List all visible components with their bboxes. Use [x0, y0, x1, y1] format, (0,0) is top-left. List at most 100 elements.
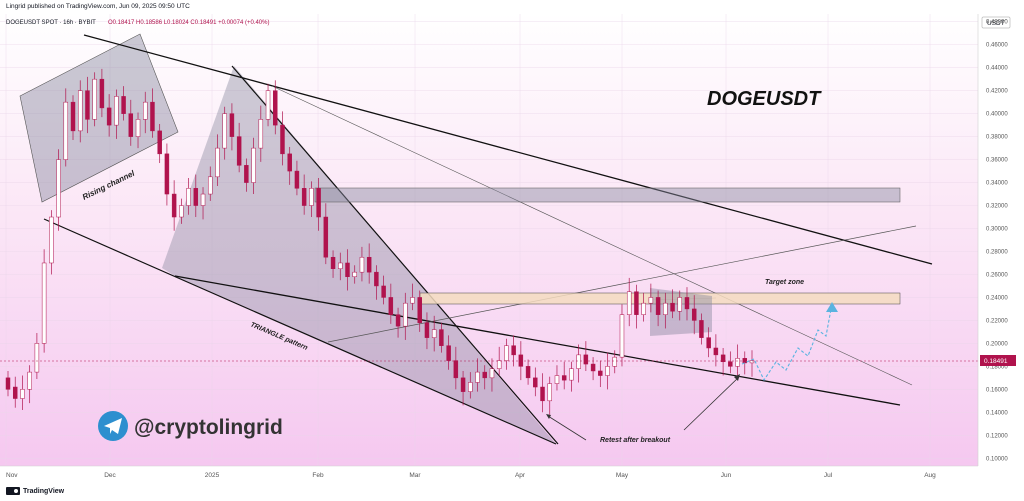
x-tick-label: Feb	[312, 472, 324, 479]
candle-body	[561, 375, 567, 381]
candle-body	[251, 147, 256, 183]
y-tick-label: 0.18000	[986, 364, 1008, 370]
candle-body	[309, 188, 314, 206]
retest-arrow	[683, 375, 741, 431]
candle-body	[446, 345, 451, 361]
candle-body	[359, 256, 365, 273]
symbol-line: DOGEUSDT SPOT · 16h · BYBIT	[6, 20, 96, 26]
candle-body	[720, 354, 726, 363]
candle-body	[338, 262, 343, 269]
candle-body	[735, 358, 740, 367]
candle-body	[114, 96, 119, 126]
y-tick-label: 0.22000	[986, 318, 1008, 324]
candle-body	[612, 356, 617, 367]
candle-body	[648, 297, 654, 304]
y-tick-label: 0.12000	[986, 433, 1008, 439]
candle-body	[106, 107, 112, 126]
candle-body	[569, 368, 574, 381]
tradingview-logo-icon	[6, 487, 20, 495]
candle-body	[49, 216, 54, 264]
telegram-plane-glyph	[104, 418, 122, 434]
candle-body	[345, 262, 350, 278]
candle-body	[186, 188, 191, 206]
x-tick-label: 2025	[205, 472, 220, 479]
candle-body	[468, 382, 473, 392]
currency-badge: USDT	[987, 20, 1005, 27]
candle-body	[56, 159, 61, 218]
candle-body	[208, 176, 213, 195]
y-tick-label: 0.16000	[986, 387, 1008, 393]
candle-body	[63, 101, 69, 160]
candle-body	[663, 302, 668, 315]
projection-path	[741, 303, 833, 382]
candle-body	[193, 188, 199, 206]
candle-body	[41, 262, 47, 344]
publish-header: Lingrid published on TradingView.com, Ju…	[0, 0, 1024, 14]
grid-lines	[0, 14, 978, 466]
candle-body	[634, 291, 639, 315]
candle-body	[121, 96, 126, 114]
candle-body	[34, 343, 40, 373]
candle-body	[135, 119, 141, 137]
publish-text: Lingrid published on TradingView.com, Ju…	[6, 3, 190, 10]
candle-body	[518, 354, 524, 367]
last-price-label: 0.18491	[984, 358, 1008, 365]
y-tick-label: 0.36000	[986, 158, 1008, 164]
candle-body	[489, 368, 495, 379]
candle-body	[294, 170, 300, 189]
footer: TradingView	[0, 484, 1024, 501]
candle-body	[626, 291, 632, 315]
price-axis-ticks: 0.48000 0.46000 0.44000 0.42000 0.40000 0.380…	[986, 20, 1008, 463]
candle-body	[215, 147, 220, 178]
candle-body	[316, 188, 321, 218]
x-tick-label: Dec	[104, 472, 116, 479]
candle-body	[92, 78, 97, 120]
y-tick-label: 0.40000	[986, 112, 1008, 118]
candle-body	[403, 302, 408, 327]
retest-label: Retest after breakout	[600, 437, 671, 444]
thin-trend-line	[271, 85, 913, 386]
time-axis-ticks: Nov Dec 2025 Feb Mar Apr May Jun Jul Aug	[6, 472, 936, 479]
x-tick-label: Nov	[6, 472, 18, 479]
candles	[5, 68, 755, 415]
candle-body	[475, 371, 480, 383]
candle-body	[728, 361, 733, 367]
candle-body	[439, 329, 444, 346]
candle-body	[323, 216, 329, 258]
candle-body	[157, 130, 162, 155]
y-tick-label: 0.44000	[986, 66, 1008, 72]
candle-body	[699, 320, 704, 338]
retest-arrowhead-2	[546, 414, 551, 419]
candle-body	[511, 345, 516, 356]
tradingview-logo[interactable]: TradingView	[6, 487, 64, 495]
candle-body	[641, 302, 646, 315]
candle-body	[576, 354, 581, 369]
y-tick-label: 0.14000	[986, 410, 1008, 416]
candle-body	[547, 383, 552, 402]
candle-body	[598, 370, 603, 376]
x-tick-label: May	[616, 472, 629, 479]
candle-body	[691, 308, 697, 321]
candle-body	[99, 78, 105, 109]
candle-body	[590, 363, 596, 372]
candle-body	[85, 90, 90, 120]
ohlc-values: O0.18417 H0.18586 L0.18024 C0.18491 +0.0…	[108, 20, 269, 26]
tradingview-brand: TradingView	[23, 487, 65, 495]
candle-body	[742, 358, 748, 364]
candle-body	[395, 314, 401, 327]
y-tick-label: 0.30000	[986, 227, 1008, 233]
price-chart[interactable]: DOGEUSDT SPOT · 16h · BYBIT O0.18417 H0.…	[0, 14, 1024, 484]
descending-channel-bottom	[174, 275, 901, 406]
x-tick-label: Mar	[409, 472, 421, 479]
y-tick-label: 0.46000	[986, 43, 1008, 49]
candle-body	[388, 297, 394, 315]
candle-body	[27, 371, 32, 390]
candle-body	[583, 354, 589, 365]
candle-body	[749, 360, 755, 364]
candle-body	[200, 193, 206, 206]
candle-body	[496, 360, 502, 369]
y-tick-label: 0.28000	[986, 249, 1008, 255]
candle-body	[605, 366, 610, 376]
candle-body	[164, 153, 170, 195]
projection-arrowhead	[826, 302, 838, 312]
